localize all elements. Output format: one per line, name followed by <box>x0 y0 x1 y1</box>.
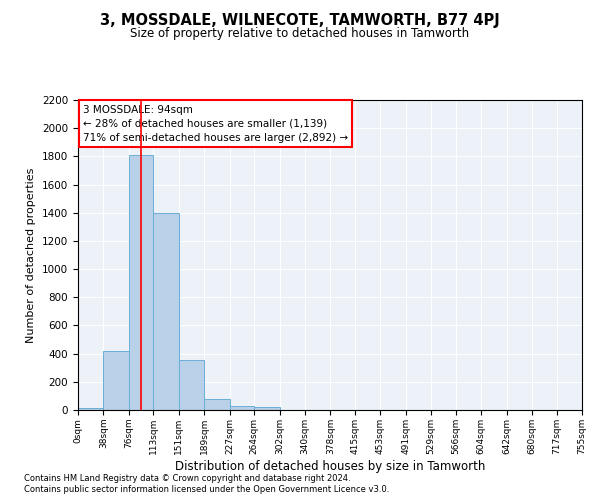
Text: 3, MOSSDALE, WILNECOTE, TAMWORTH, B77 4PJ: 3, MOSSDALE, WILNECOTE, TAMWORTH, B77 4P… <box>100 12 500 28</box>
Y-axis label: Number of detached properties: Number of detached properties <box>26 168 37 342</box>
Bar <box>129 155 154 410</box>
Bar <box>179 360 204 410</box>
Bar <box>154 212 179 410</box>
Text: Size of property relative to detached houses in Tamworth: Size of property relative to detached ho… <box>130 28 470 40</box>
Text: Contains public sector information licensed under the Open Government Licence v3: Contains public sector information licen… <box>24 486 389 494</box>
Bar <box>78 408 103 410</box>
Bar <box>103 351 129 410</box>
Bar <box>230 406 254 410</box>
Text: Contains HM Land Registry data © Crown copyright and database right 2024.: Contains HM Land Registry data © Crown c… <box>24 474 350 483</box>
Bar <box>204 398 230 410</box>
Bar <box>254 407 280 410</box>
Text: 3 MOSSDALE: 94sqm
← 28% of detached houses are smaller (1,139)
71% of semi-detac: 3 MOSSDALE: 94sqm ← 28% of detached hous… <box>83 104 348 142</box>
X-axis label: Distribution of detached houses by size in Tamworth: Distribution of detached houses by size … <box>175 460 485 472</box>
